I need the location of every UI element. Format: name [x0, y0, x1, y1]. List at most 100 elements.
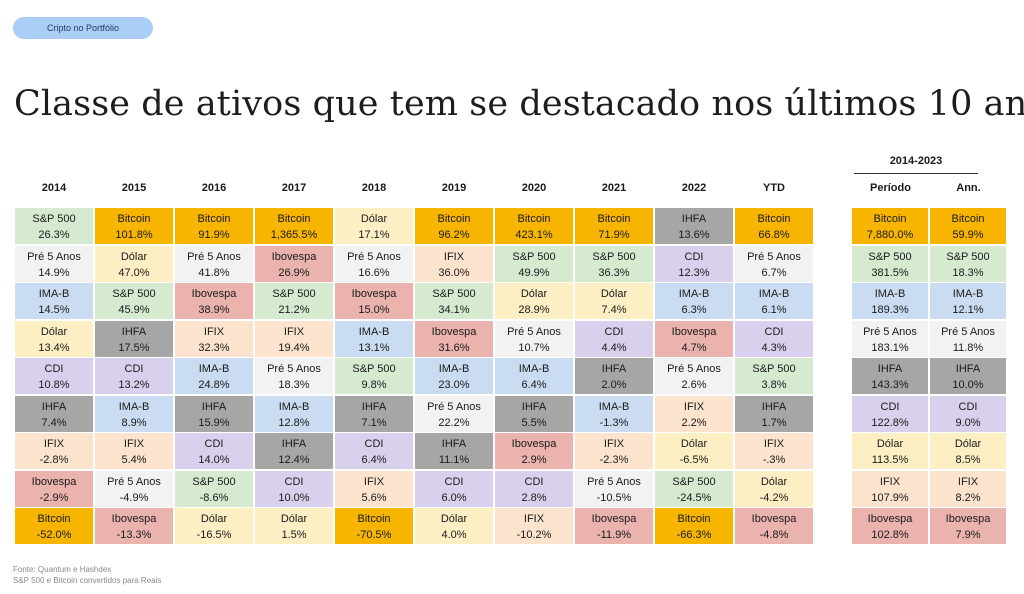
period-range-header: 2014-2023: [854, 155, 978, 174]
cell-ihfa: IHFA 2.0%: [575, 358, 653, 394]
cell-ihfa: IHFA 17.5%: [95, 320, 173, 357]
return-value: 11.8%: [952, 341, 984, 354]
asset-name: S&P 500: [432, 288, 476, 300]
return-value: -16.5%: [196, 529, 232, 541]
asset-name: Pré 5 Anos: [667, 363, 721, 375]
cell-bitcoin: Bitcoin 423.1%: [495, 208, 573, 244]
asset-name: IFIX: [763, 438, 785, 450]
return-value: 14.9%: [38, 266, 70, 279]
asset-name: Dólar: [40, 325, 68, 338]
return-value: 6.4%: [521, 379, 547, 391]
cell-bitcoin: Bitcoin 66.8%: [735, 208, 813, 244]
cell-cdi: CDI 4.4%: [575, 320, 653, 357]
return-value: 11.1%: [438, 454, 470, 466]
return-value: -1.3%: [599, 416, 629, 429]
cell-ibovespa: Ibovespa -13.3%: [95, 508, 173, 544]
asset-name: S&P 500: [592, 250, 636, 263]
return-value: 189.3%: [871, 304, 909, 316]
return-value: 13.6%: [678, 229, 710, 241]
asset-name: IHFA: [521, 400, 547, 413]
cell-ifix: IFIX 8.2%: [930, 470, 1006, 507]
cell-ihfa: IHFA 5.5%: [495, 395, 573, 432]
cell-ima-b: IMA-B 13.1%: [335, 320, 413, 357]
return-value: 49.9%: [518, 266, 550, 279]
asset-name: Bitcoin: [757, 213, 791, 225]
asset-name: S&P 500: [352, 363, 396, 375]
cell-bitcoin: Bitcoin 71.9%: [575, 208, 653, 244]
cell-ihfa: IHFA 7.1%: [335, 395, 413, 432]
cell-d-lar: Dólar 28.9%: [495, 283, 573, 319]
asset-name: Ibovespa: [31, 475, 77, 488]
cell-sandp-500: S&P 500 45.9%: [95, 283, 173, 319]
cell-d-lar: Dólar 7.4%: [575, 283, 653, 319]
asset-name: IMA-B: [118, 400, 150, 413]
cell-pr-5-anos: Pré 5 Anos 183.1%: [852, 320, 928, 357]
return-value: 6.7%: [761, 266, 787, 279]
asset-name: Bitcoin: [357, 513, 391, 525]
return-value: 6.3%: [681, 304, 707, 316]
return-value: 28.9%: [518, 304, 550, 316]
return-value: 8.5%: [955, 454, 981, 466]
asset-name: Ibovespa: [671, 325, 717, 338]
return-value: -52.0%: [36, 529, 72, 541]
asset-name: IHFA: [681, 213, 707, 225]
return-value: 96.2%: [438, 229, 470, 241]
cell-d-lar: Dólar 4.0%: [415, 508, 493, 544]
return-value: 91.9%: [198, 229, 230, 241]
return-value: 13.1%: [358, 341, 390, 354]
return-value: 12.8%: [278, 416, 310, 429]
cell-pr-5-anos: Pré 5 Anos 41.8%: [175, 245, 253, 282]
column-header: 2020: [521, 182, 547, 194]
return-value: 14.0%: [198, 454, 230, 466]
return-value: 6.1%: [761, 304, 787, 316]
cell-bitcoin: Bitcoin 59.9%: [930, 208, 1006, 244]
cell-pr-5-anos: Pré 5 Anos 22.2%: [415, 395, 493, 432]
asset-name: IMA-B: [358, 325, 390, 338]
cell-cdi: CDI 2.8%: [495, 470, 573, 507]
return-value: 4.4%: [601, 341, 627, 354]
asset-name: Pré 5 Anos: [747, 250, 801, 263]
asset-name: Dólar: [360, 213, 388, 225]
asset-name: Dólar: [600, 288, 628, 300]
asset-name: Bitcoin: [677, 513, 711, 525]
column-header: Ann.: [956, 182, 981, 194]
cell-bitcoin: Bitcoin 96.2%: [415, 208, 493, 244]
return-value: 1.7%: [761, 416, 787, 429]
cell-cdi: CDI 4.3%: [735, 320, 813, 357]
return-value: 12.3%: [678, 266, 710, 279]
return-value: 423.1%: [515, 229, 553, 241]
return-value: 183.1%: [871, 341, 909, 354]
cell-ibovespa: Ibovespa -4.8%: [735, 508, 813, 544]
cell-ima-b: IMA-B 23.0%: [415, 358, 493, 394]
return-value: 18.3%: [952, 266, 984, 279]
cell-sandp-500: S&P 500 381.5%: [852, 245, 928, 282]
cell-cdi: CDI 6.4%: [335, 433, 413, 469]
asset-name: S&P 500: [32, 213, 76, 225]
cell-cdi: CDI 6.0%: [415, 470, 493, 507]
asset-name: IMA-B: [874, 288, 906, 300]
cell-ibovespa: Ibovespa -2.9%: [15, 470, 93, 507]
cell-cdi: CDI 12.3%: [655, 245, 733, 282]
cell-sandp-500: S&P 500 9.8%: [335, 358, 413, 394]
cell-cdi: CDI 14.0%: [175, 433, 253, 469]
asset-name: Ibovespa: [945, 513, 991, 525]
return-value: 19.4%: [278, 341, 310, 354]
return-value: 26.3%: [38, 229, 70, 241]
cell-bitcoin: Bitcoin 1,365.5%: [255, 208, 333, 244]
asset-name: Dólar: [440, 513, 468, 525]
cell-ibovespa: Ibovespa 7.9%: [930, 508, 1006, 544]
asset-name: IMA-B: [198, 363, 230, 375]
asset-name: CDI: [364, 438, 384, 450]
return-value: 13.4%: [38, 341, 70, 354]
column-header: 2018: [361, 182, 387, 194]
cell-ima-b: IMA-B 6.3%: [655, 283, 733, 319]
asset-name: CDI: [604, 325, 624, 338]
return-value: 101.8%: [115, 229, 153, 241]
return-value: 41.8%: [198, 266, 230, 279]
return-value: -13.3%: [116, 529, 152, 541]
return-value: 66.8%: [758, 229, 790, 241]
return-value: -6.5%: [679, 454, 709, 466]
portfolio-badge[interactable]: Cripto no Portfólio: [13, 17, 153, 39]
asset-name: S&P 500: [512, 250, 556, 263]
cell-sandp-500: S&P 500 26.3%: [15, 208, 93, 244]
